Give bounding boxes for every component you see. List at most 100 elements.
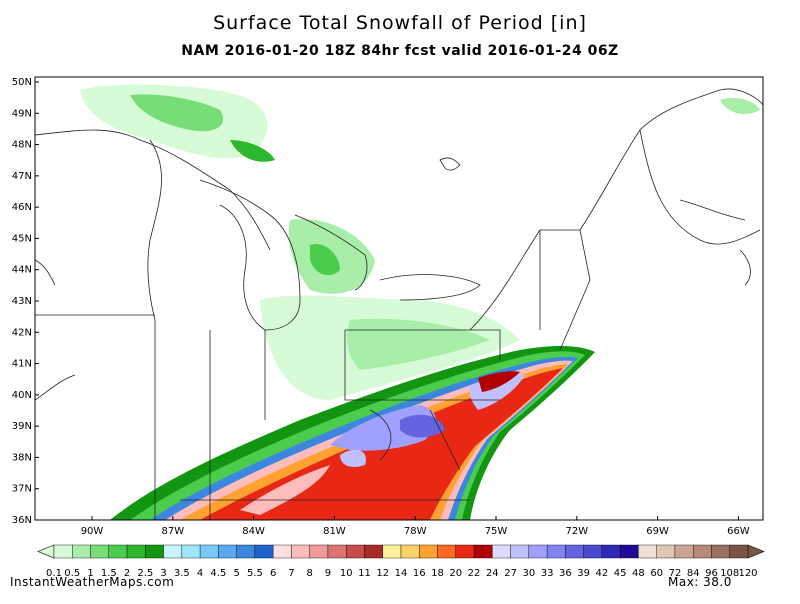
colorbar-label: 11 bbox=[358, 568, 371, 579]
title: Surface Total Snowfall of Period [in] bbox=[213, 12, 587, 34]
colorbar-swatch bbox=[583, 544, 603, 559]
colorbar-label: 96 bbox=[705, 568, 718, 579]
colorbar-label: 48 bbox=[632, 568, 645, 579]
colorbar-swatch bbox=[510, 544, 530, 559]
colorbar-label: 120 bbox=[738, 568, 757, 579]
colorbar-swatch bbox=[729, 544, 749, 559]
colorbar-label: 8 bbox=[306, 568, 312, 579]
colorbar-swatch bbox=[327, 544, 347, 559]
colorbar-label: 1.5 bbox=[101, 568, 117, 579]
snowfall-field bbox=[80, 84, 760, 520]
colorbar-swatch bbox=[455, 544, 475, 559]
lon-label: 72W bbox=[565, 526, 588, 537]
colorbar-swatch bbox=[619, 544, 639, 559]
colorbar-swatch bbox=[126, 544, 146, 559]
colorbar-swatch bbox=[400, 544, 420, 559]
colorbar-label: 16 bbox=[413, 568, 426, 579]
lon-label: 87W bbox=[161, 526, 184, 537]
colorbar-label: 4.5 bbox=[210, 568, 226, 579]
colorbar-swatch bbox=[565, 544, 584, 559]
colorbar-label: 9 bbox=[325, 568, 331, 579]
colorbar-swatch bbox=[473, 544, 493, 559]
colorbar-label: 2.5 bbox=[137, 568, 153, 579]
colorbar-label: 7 bbox=[288, 568, 294, 579]
lat-label: 39N bbox=[12, 421, 32, 432]
colorbar-label: 3.5 bbox=[174, 568, 190, 579]
colorbar-swatch bbox=[108, 544, 128, 559]
colorbar-label: 108 bbox=[720, 568, 739, 579]
colorbar-label: 18 bbox=[431, 568, 444, 579]
colorbar-label: 0.5 bbox=[64, 568, 80, 579]
map-frame bbox=[34, 76, 764, 521]
colorbar-swatch bbox=[218, 544, 237, 559]
colorbar-swatch bbox=[309, 544, 329, 559]
colorbar-swatch bbox=[145, 544, 164, 559]
colorbar-swatch bbox=[53, 544, 73, 559]
colorbar-label: 0.1 bbox=[46, 568, 62, 579]
colorbar-label: 14 bbox=[395, 568, 408, 579]
lat-label: 40N bbox=[12, 390, 32, 401]
colorbar-swatch bbox=[711, 544, 730, 559]
lat-label: 36N bbox=[12, 515, 32, 526]
colorbar-label: 5.5 bbox=[247, 568, 263, 579]
colorbar-label: 3 bbox=[160, 568, 166, 579]
colorbar-label: 12 bbox=[376, 568, 389, 579]
colorbar-label: 24 bbox=[486, 568, 499, 579]
max-value: Max: 38.0 bbox=[668, 575, 732, 589]
map: 50N 49N 48N 47N 46N 45N 44N 43N 42N 41N 40N 39N 38N 3… bbox=[12, 76, 764, 537]
lon-label: 69W bbox=[646, 526, 669, 537]
subtitle: NAM 2016-01-20 18Z 84hr fcst valid 2016-… bbox=[181, 43, 618, 59]
colorbar-swatch bbox=[382, 544, 402, 559]
colorbar-swatch bbox=[528, 544, 548, 559]
lon-label: 81W bbox=[323, 526, 346, 537]
lon-label: 78W bbox=[404, 526, 427, 537]
colorbar-label: 42 bbox=[596, 568, 609, 579]
colorbar-label: 1 bbox=[87, 568, 93, 579]
colorbar-swatch bbox=[601, 544, 621, 559]
colorbar-swatch bbox=[181, 544, 201, 559]
colorbar-label: 84 bbox=[687, 568, 700, 579]
colorbar-swatch bbox=[254, 544, 274, 559]
colorbar-swatch bbox=[638, 544, 657, 559]
axes: 50N 49N 48N 47N 46N 45N 44N 43N 42N 41N 40N 39N 38N 3… bbox=[12, 77, 750, 537]
borders bbox=[35, 88, 763, 520]
lat-label: 42N bbox=[12, 327, 32, 338]
colorbar-label: 20 bbox=[449, 568, 462, 579]
colorbar-label: 72 bbox=[669, 568, 682, 579]
colorbar-swatch bbox=[437, 544, 456, 559]
colorbar-arrow-left bbox=[37, 544, 55, 559]
lat-label: 46N bbox=[12, 202, 32, 213]
lat-label: 41N bbox=[12, 359, 32, 370]
colorbar: 0.1 0.5 1 1.5 2 2.5 3 3.5 4 4.5 5 5.5 6 7 8 9 10 11 12 14 16… bbox=[37, 544, 765, 579]
colorbar-swatch bbox=[364, 544, 383, 559]
lat-label: 43N bbox=[12, 296, 32, 307]
lat-label: 50N bbox=[12, 77, 32, 88]
colorbar-swatch bbox=[90, 544, 109, 559]
colorbar-swatch bbox=[236, 544, 256, 559]
colorbar-swatch bbox=[674, 544, 694, 559]
lat-label: 45N bbox=[12, 233, 32, 244]
lat-label: 44N bbox=[12, 265, 32, 276]
colorbar-label: 6 bbox=[270, 568, 276, 579]
colorbar-label: 45 bbox=[614, 568, 627, 579]
colorbar-label: 2 bbox=[124, 568, 130, 579]
colorbar-swatch bbox=[492, 544, 511, 559]
colorbar-swatch bbox=[163, 544, 183, 559]
colorbar-swatch bbox=[546, 544, 566, 559]
colorbar-swatch bbox=[419, 544, 438, 559]
colorbar-label: 27 bbox=[504, 568, 517, 579]
colorbar-swatch bbox=[693, 544, 712, 559]
colorbar-label: 4 bbox=[197, 568, 203, 579]
colorbar-swatch bbox=[72, 544, 91, 559]
colorbar-label: 22 bbox=[468, 568, 481, 579]
lat-label: 38N bbox=[12, 452, 32, 463]
lat-label: 37N bbox=[12, 484, 32, 495]
colorbar-swatch bbox=[346, 544, 365, 559]
colorbar-label: 10 bbox=[340, 568, 353, 579]
colorbar-label: 39 bbox=[577, 568, 590, 579]
lon-label: 66W bbox=[727, 526, 750, 537]
lon-label: 84W bbox=[242, 526, 265, 537]
colorbar-label: 33 bbox=[541, 568, 554, 579]
colorbar-swatch bbox=[656, 544, 676, 559]
